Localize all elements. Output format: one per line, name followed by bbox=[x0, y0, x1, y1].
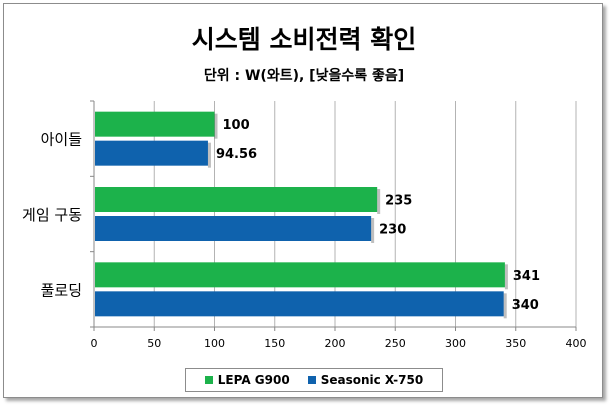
x-tick-label: 300 bbox=[445, 337, 466, 350]
legend-swatch-series-2 bbox=[307, 376, 316, 384]
x-tick-label: 50 bbox=[147, 337, 161, 350]
bar-seasonic-x750 bbox=[95, 291, 504, 317]
y-category-label: 아이들 bbox=[41, 131, 83, 149]
legend-swatch-series-1 bbox=[204, 376, 213, 384]
bar-lepa-g900 bbox=[95, 262, 505, 288]
data-label: 100 bbox=[223, 118, 250, 133]
chart-plot-area: 0 50 100 150 200 250 300 350 400 아이들 100 94.56 게임 구동… bbox=[22, 100, 587, 350]
legend-label-series-2: Seasonic X-750 bbox=[320, 373, 424, 387]
y-category-label: 게임 구동 bbox=[22, 206, 82, 224]
bar-shadow bbox=[503, 293, 507, 319]
data-label: 341 bbox=[513, 269, 540, 284]
bar-seasonic-x750 bbox=[95, 140, 208, 166]
y-category-label: 풀로딩 bbox=[41, 281, 82, 299]
data-label: 94.56 bbox=[216, 147, 257, 162]
bar-lepa-g900 bbox=[95, 187, 378, 212]
legend-item-series-1: LEPA G900 bbox=[204, 373, 290, 387]
data-label: 235 bbox=[385, 194, 412, 209]
x-tick-label: 350 bbox=[505, 337, 526, 350]
x-tick-label: 100 bbox=[204, 337, 225, 350]
chart-title: 시스템 소비전력 확인 bbox=[191, 25, 417, 54]
x-tick-label: 150 bbox=[264, 337, 285, 350]
chart-frame: 시스템 소비전력 확인 단위 : W(와트), [낮을수록 좋음] 0 50 100… bbox=[3, 3, 603, 398]
bar-shadow bbox=[377, 189, 381, 214]
bar-shadow bbox=[371, 218, 375, 243]
data-label: 340 bbox=[512, 298, 539, 313]
x-tick-label: 200 bbox=[325, 337, 346, 350]
x-tick-label: 250 bbox=[385, 337, 406, 350]
bar-lepa-g900 bbox=[95, 111, 215, 137]
bar-shadow bbox=[207, 142, 211, 168]
chart-subtitle: 단위 : W(와트), [낮을수록 좋음] bbox=[203, 68, 405, 84]
x-tick-label: 0 bbox=[91, 337, 98, 350]
bar-seasonic-x750 bbox=[95, 216, 372, 241]
bar-shadow bbox=[504, 264, 508, 290]
x-tick-label: 400 bbox=[566, 337, 587, 350]
legend-label-series-1: LEPA G900 bbox=[217, 373, 290, 387]
chart-legend: LEPA G900 Seasonic X-750 bbox=[185, 368, 443, 392]
data-label: 230 bbox=[379, 223, 406, 238]
bar-shadow bbox=[214, 113, 218, 139]
legend-item-series-2: Seasonic X-750 bbox=[307, 373, 424, 387]
